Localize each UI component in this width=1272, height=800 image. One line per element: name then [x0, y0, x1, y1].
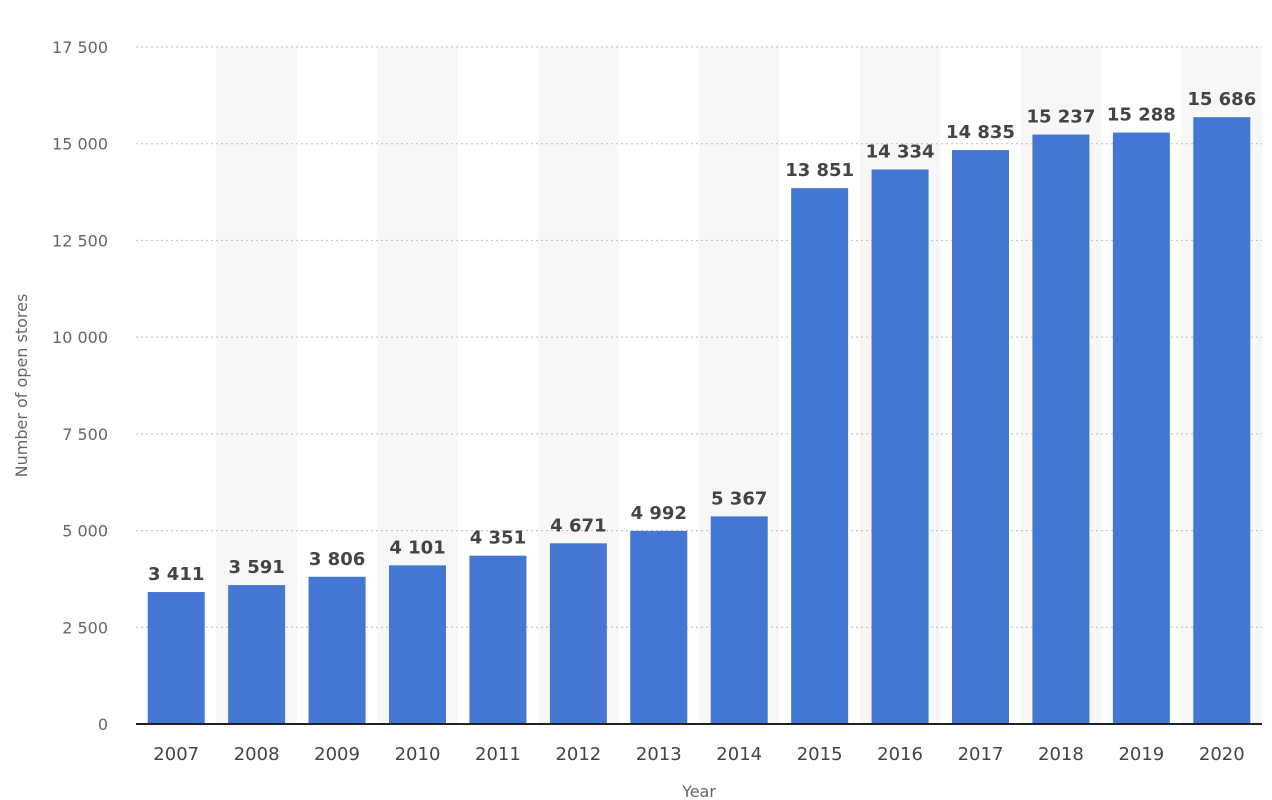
bar[interactable] — [1112, 132, 1170, 724]
x-tick-label: 2018 — [1038, 744, 1084, 765]
y-tick-label: 5 000 — [62, 522, 108, 541]
x-tick-label: 2015 — [797, 744, 843, 765]
bar[interactable] — [630, 530, 688, 724]
y-tick-label: 2 500 — [62, 618, 108, 637]
bar[interactable] — [791, 188, 849, 724]
bar[interactable] — [389, 565, 446, 724]
x-tick-label: 2019 — [1118, 744, 1164, 765]
data-label: 3 411 — [148, 564, 204, 585]
bar[interactable] — [952, 150, 1009, 725]
x-tick-label: 2008 — [234, 744, 280, 765]
data-label: 14 835 — [946, 122, 1015, 143]
data-label: 14 334 — [866, 141, 935, 162]
data-label: 15 686 — [1187, 89, 1256, 110]
y-tick-label: 7 500 — [62, 425, 108, 444]
data-label: 4 101 — [389, 537, 445, 558]
x-tick-label: 2017 — [958, 744, 1004, 765]
x-tick-label: 2016 — [877, 744, 923, 765]
data-label: 15 237 — [1026, 107, 1095, 128]
y-axis-ticks: 0 2 500 5 000 7 500 10 000 12 500 15 000 17 500 — [52, 38, 108, 734]
x-tick-label: 2007 — [153, 744, 199, 765]
data-labels: 3 411 3 591 3 806 4 101 4 351 4 671 4 992 5 367… — [148, 89, 1256, 585]
data-label: 5 367 — [711, 488, 767, 509]
y-axis-title: Number of open stores — [12, 294, 31, 478]
y-tick-label: 17 500 — [52, 38, 108, 57]
x-tick-label: 2014 — [716, 744, 762, 765]
bar[interactable] — [549, 543, 607, 724]
bar[interactable] — [228, 585, 286, 724]
x-axis-ticks: 2007 2008 2009 2010 2011 2012 2013 2014 2015 2016… — [153, 744, 1244, 765]
data-label: 4 671 — [550, 515, 606, 536]
data-label: 4 351 — [470, 528, 526, 549]
x-tick-label: 2020 — [1199, 744, 1245, 765]
x-tick-label: 2009 — [314, 744, 360, 765]
x-tick-label: 2013 — [636, 744, 682, 765]
bar[interactable] — [469, 555, 527, 724]
data-label: 3 806 — [309, 549, 365, 570]
y-tick-label: 15 000 — [52, 135, 108, 154]
x-tick-label: 2012 — [555, 744, 601, 765]
data-label: 4 992 — [631, 503, 687, 524]
data-label: 13 851 — [785, 160, 854, 181]
x-axis-title: Year — [681, 782, 716, 800]
x-tick-label: 2011 — [475, 744, 521, 765]
bar[interactable] — [147, 592, 205, 724]
bar[interactable] — [710, 516, 768, 724]
y-tick-label: 0 — [98, 715, 108, 734]
y-tick-label: 10 000 — [52, 328, 108, 347]
data-label: 3 591 — [228, 557, 284, 578]
bar[interactable] — [308, 576, 366, 724]
data-label: 15 288 — [1107, 105, 1176, 126]
bars — [147, 117, 1251, 725]
bar[interactable] — [1032, 134, 1090, 724]
bar[interactable] — [871, 169, 929, 724]
x-tick-label: 2010 — [395, 744, 441, 765]
bar[interactable] — [1193, 117, 1251, 724]
y-tick-label: 12 500 — [52, 231, 108, 250]
